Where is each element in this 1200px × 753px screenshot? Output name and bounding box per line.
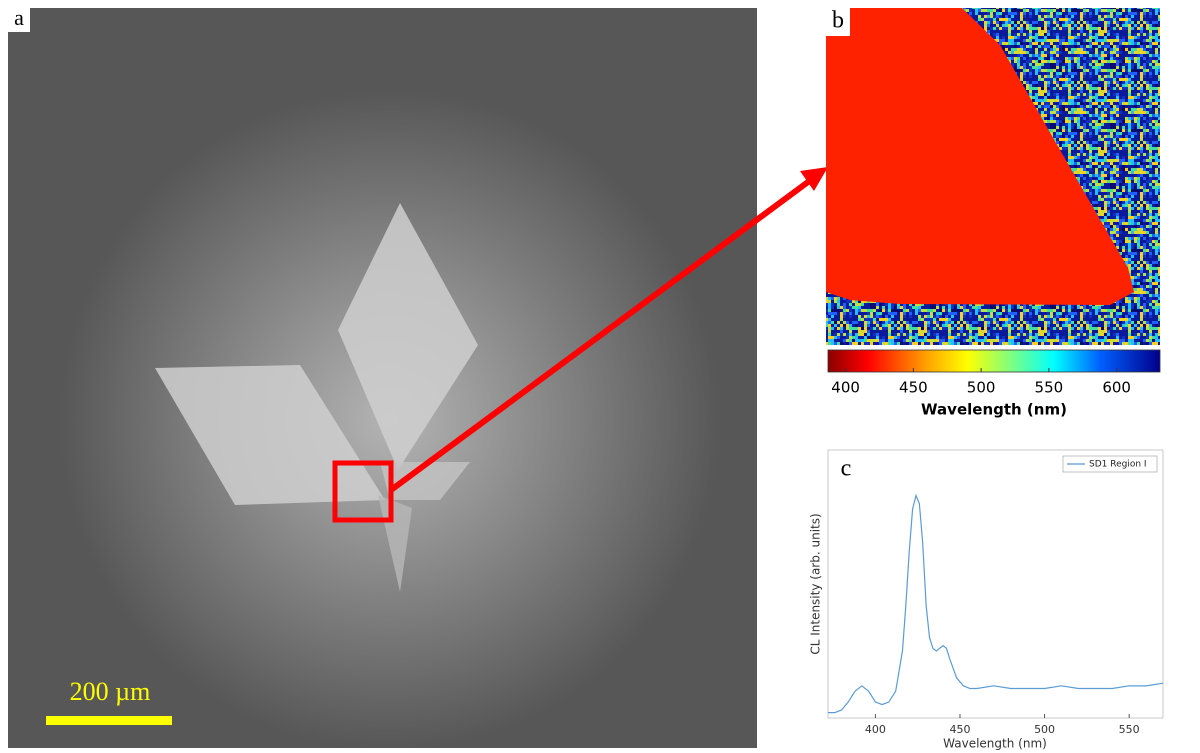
colorbar-tick-label: 600 — [1102, 379, 1131, 397]
panel-label: b — [832, 8, 844, 34]
panel-c: c Wavelength (nm) CL Intensity (arb. uni… — [809, 449, 1164, 751]
legend-label: SD1 Region I — [1089, 460, 1147, 470]
region-box — [332, 460, 394, 523]
legend-box — [1062, 455, 1158, 473]
panel-b: b Wavelength (nm) 400 450 500 550 600 — [826, 8, 1161, 419]
crystal — [380, 462, 470, 500]
map-region — [826, 8, 1134, 305]
colorbar — [827, 349, 1161, 373]
x-axis-label: Wavelength (nm) — [943, 737, 1047, 751]
panel-label: c — [841, 456, 852, 482]
y-axis-label: CL Intensity (arb. units) — [809, 513, 823, 654]
crystal — [338, 203, 478, 470]
label-box — [8, 8, 30, 32]
x-tick-label: 550 — [1119, 723, 1140, 736]
scale-bar — [46, 716, 172, 725]
panel-label: a — [14, 5, 24, 30]
x-tick-label: 400 — [865, 723, 886, 736]
label-box — [826, 8, 850, 36]
x-tick-label: 450 — [949, 723, 970, 736]
plot-area — [827, 449, 1164, 719]
colorbar-tick-label: 450 — [899, 379, 928, 397]
scale-bar-label: 200 µm — [70, 677, 151, 706]
colorbar-tick-label: 400 — [831, 379, 860, 397]
x-tick-label: 500 — [1034, 723, 1055, 736]
arrow-head — [800, 167, 828, 191]
arrow — [389, 179, 810, 493]
panel-a: a 200 µm — [8, 5, 828, 748]
colorbar-tick-label: 500 — [967, 379, 996, 397]
crystal — [155, 365, 385, 505]
colorbar-tick-label: 550 — [1035, 379, 1064, 397]
colorbar-label: Wavelength (nm) — [921, 401, 1067, 419]
spectrum-line — [828, 493, 1164, 714]
